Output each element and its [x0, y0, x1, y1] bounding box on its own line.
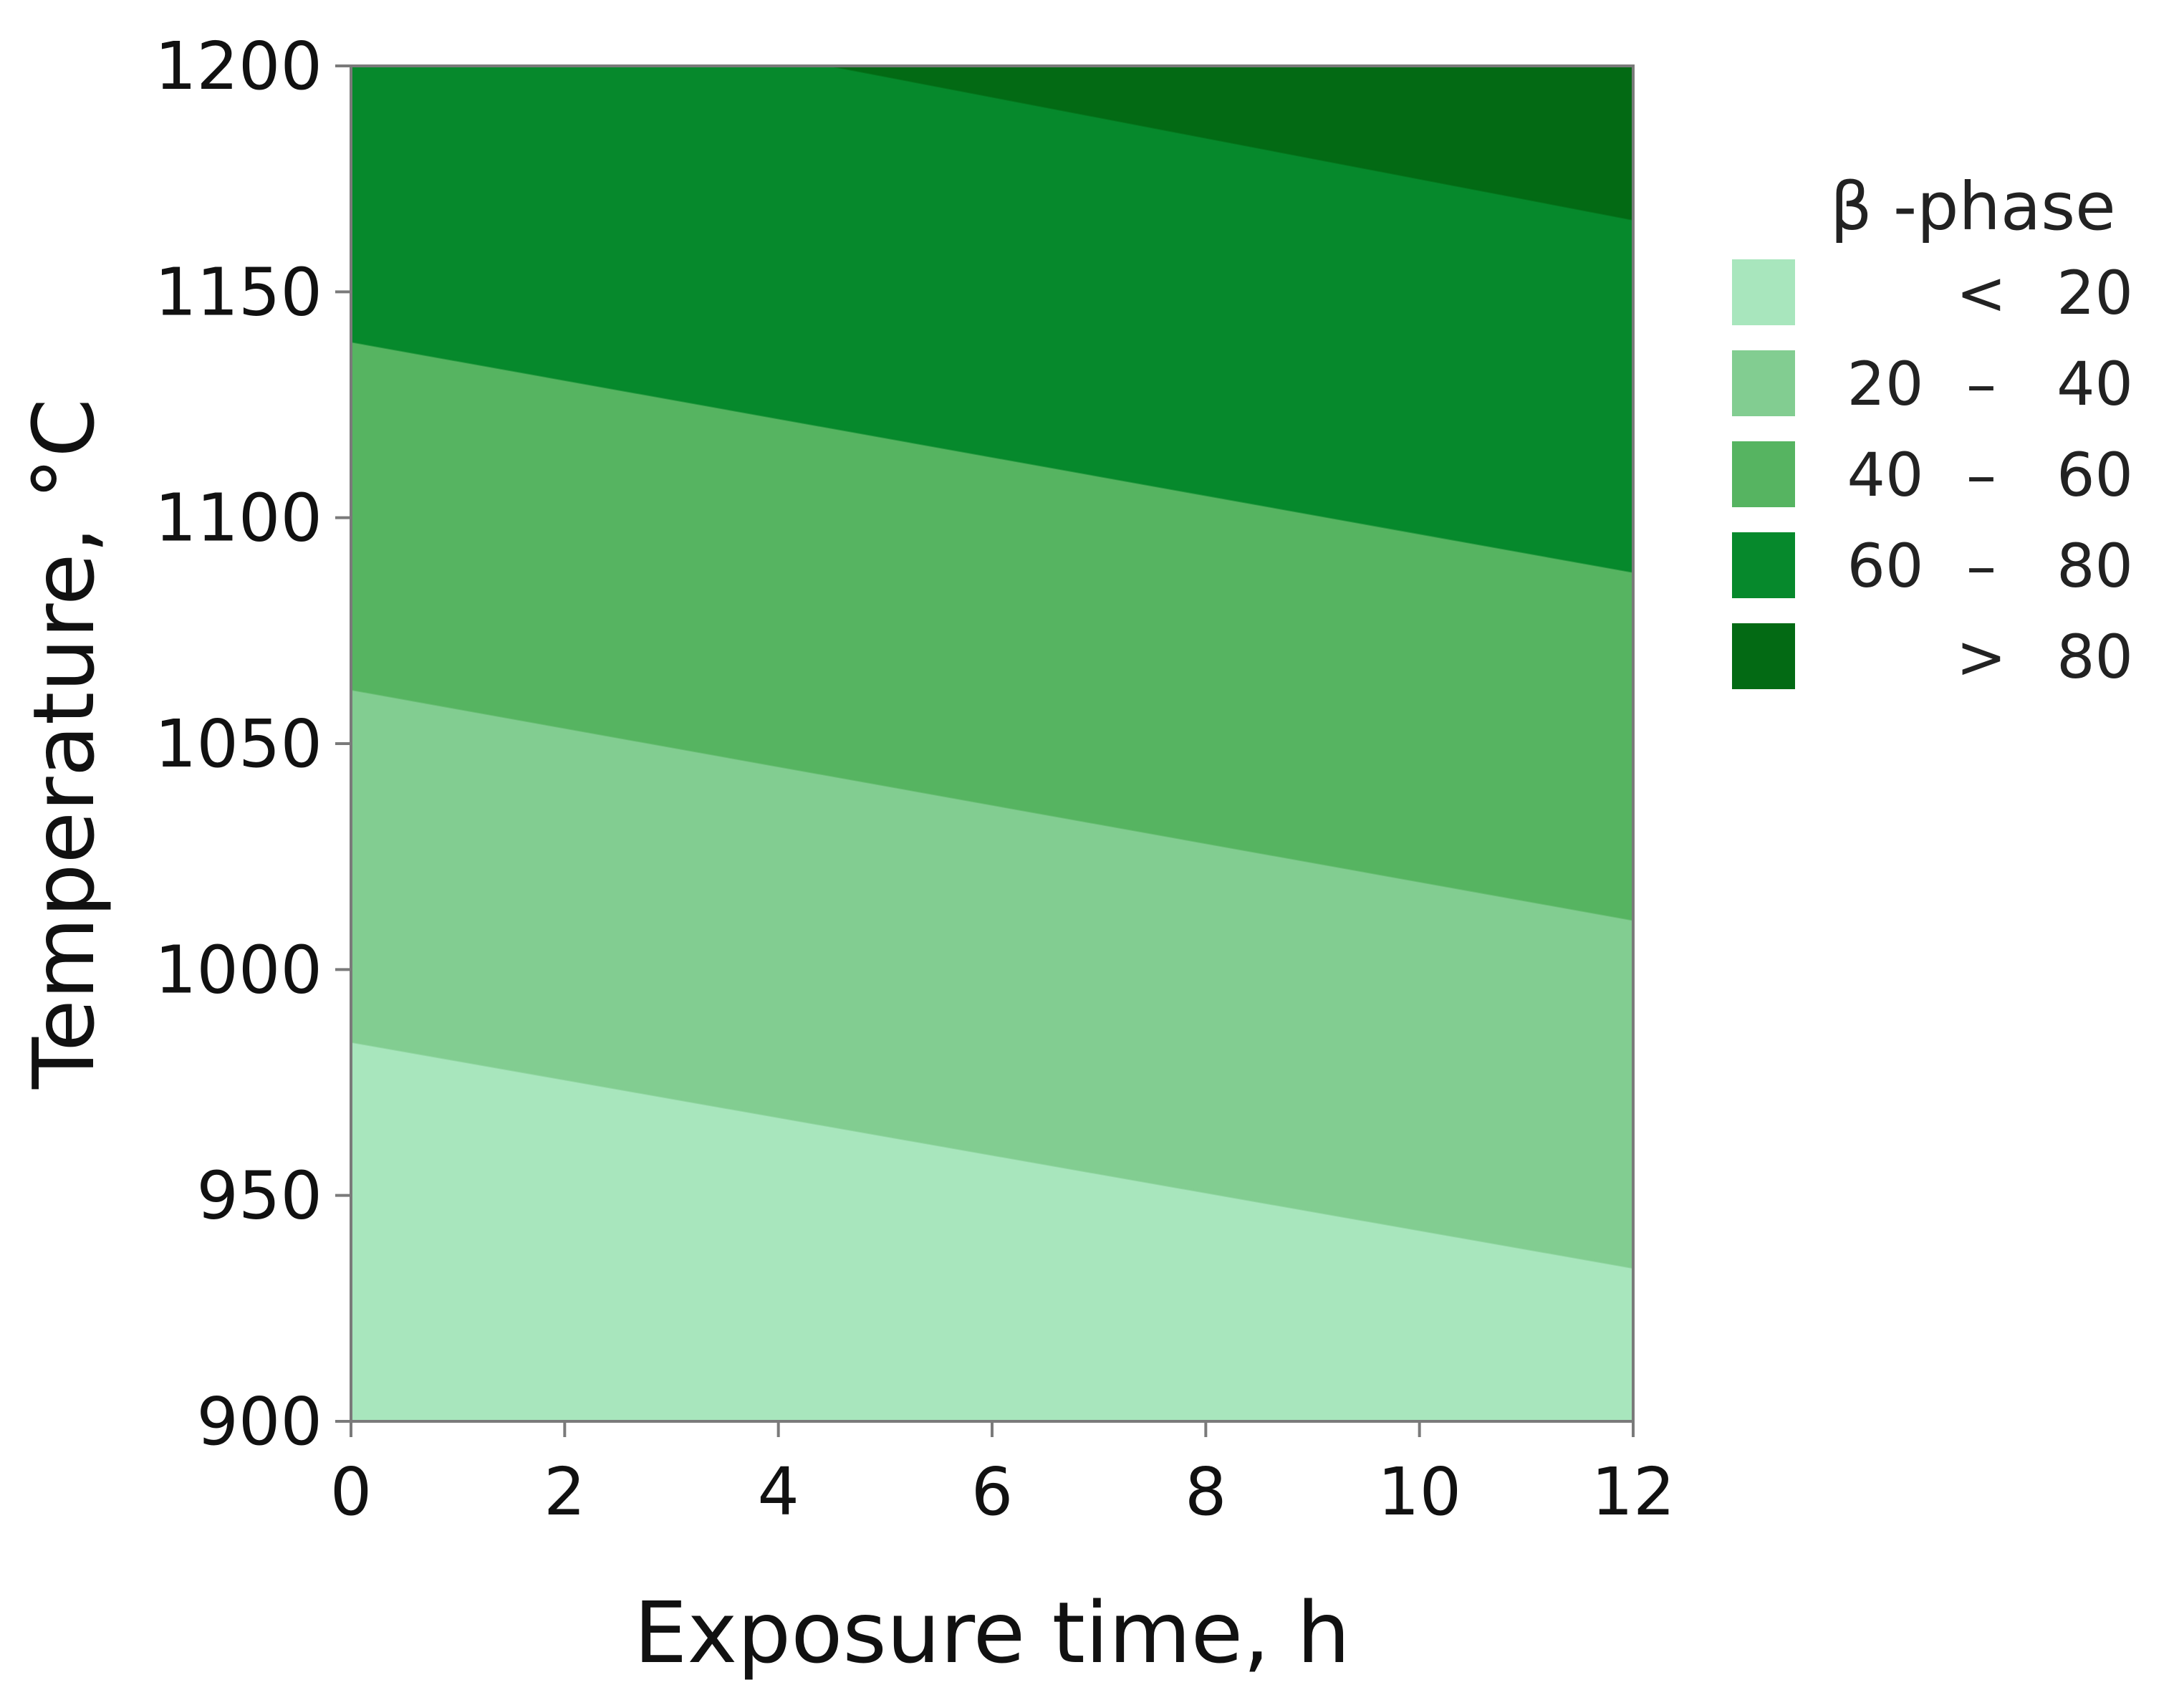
- x-axis-title: Exposure time, h: [634, 1583, 1350, 1682]
- legend-range-separator: >: [1956, 622, 2006, 692]
- x-tick-label: 8: [1185, 1454, 1227, 1530]
- y-tick-label: 900: [196, 1383, 322, 1460]
- legend-range-low: 60: [1847, 531, 1924, 601]
- y-tick-label: 1000: [155, 931, 322, 1008]
- legend-swatch: [1732, 350, 1795, 416]
- y-tick-label: 1100: [155, 480, 322, 557]
- x-tick-label: 0: [330, 1454, 372, 1530]
- y-tick-label: 1050: [155, 706, 322, 782]
- x-axis: 0 2 4 6 8 10 12: [330, 1421, 1675, 1530]
- legend-range-separator: <: [1956, 258, 2006, 328]
- legend-range-separator: –: [1966, 531, 1996, 601]
- legend-range-separator: –: [1966, 349, 1996, 419]
- legend-swatch: [1732, 259, 1795, 325]
- legend-range-low: 40: [1847, 440, 1924, 510]
- y-axis: 900 950 1000 1050 1100 1150 1200: [155, 28, 351, 1460]
- legend-swatch: [1732, 532, 1795, 598]
- legend-range-high: 80: [2056, 531, 2133, 601]
- y-tick-label: 1150: [155, 254, 322, 330]
- y-tick-label: 950: [196, 1158, 322, 1234]
- legend-swatch: [1732, 623, 1795, 689]
- x-tick-label: 4: [757, 1454, 799, 1530]
- legend-range-high: 20: [2056, 258, 2133, 328]
- x-tick-label: 12: [1591, 1454, 1675, 1530]
- contour-line-40: [350, 688, 1634, 921]
- y-tick-label: 1200: [155, 28, 322, 105]
- legend-swatch: [1732, 441, 1795, 507]
- legend-range-separator: –: [1966, 440, 1996, 510]
- legend-range-high: 40: [2056, 349, 2133, 419]
- x-tick-label: 2: [544, 1454, 586, 1530]
- x-tick-label: 10: [1377, 1454, 1461, 1530]
- legend-range-high: 80: [2056, 622, 2133, 692]
- contour-line-60: [350, 340, 1634, 573]
- contour-line-20: [350, 1040, 1634, 1269]
- legend-title: β -phase: [1830, 168, 2116, 245]
- y-axis-title: Temperature, °C: [14, 398, 113, 1090]
- x-tick-label: 6: [971, 1454, 1014, 1530]
- legend-range-high: 60: [2056, 440, 2133, 510]
- legend-range-low: 20: [1847, 349, 1924, 419]
- contour-bands: [350, 65, 1634, 1422]
